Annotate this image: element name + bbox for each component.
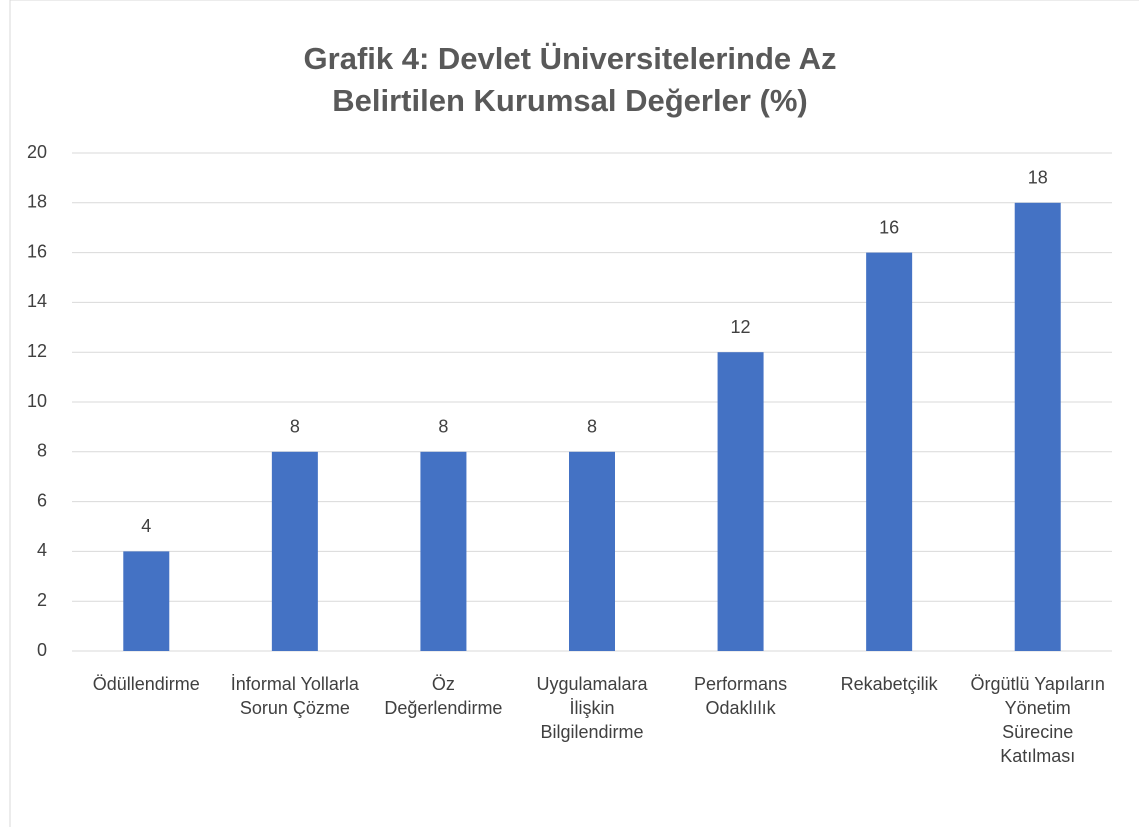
y-tick-label: 6 [37,490,47,510]
y-tick-label: 12 [27,341,47,361]
x-tick-label: İnformal Yollarla Sorun Çözme [230,674,359,718]
y-tick-label: 0 [37,640,47,660]
y-tick-label: 10 [27,391,47,411]
data-label: 8 [290,417,300,437]
x-tick-label: Rekabetçilik [840,674,938,694]
data-label: 8 [438,417,448,437]
data-label: 16 [879,217,899,237]
data-label: 4 [141,516,151,536]
y-tick-label: 4 [37,540,47,560]
bar [420,451,467,651]
y-tick-label: 14 [27,291,47,311]
bar [1014,202,1061,652]
data-label: 8 [587,417,597,437]
x-tick-label: Uygulamalara İlişkin Bilgilendirme [536,674,648,742]
x-tick-label: Performans Odaklılık [694,674,788,718]
x-tick-label: Örgütlü Yapıların Yönetim Sürecine Katıl… [970,674,1105,766]
bar [569,451,615,651]
data-label: 12 [731,317,751,337]
chart-title: Grafik 4: Devlet Üniversitelerinde Az Be… [303,41,837,118]
y-tick-label: 20 [27,142,47,162]
y-tick-label: 2 [37,590,47,610]
y-tick-label: 8 [37,441,47,461]
x-tick-label: Öz Değerlendirme [384,674,503,718]
y-tick-label: 18 [27,192,47,212]
data-label: 18 [1028,168,1048,188]
bar [271,451,318,651]
bar [866,252,913,651]
bar [717,352,764,651]
x-tick-label: Ödüllendirme [92,674,200,694]
chart-border [9,0,1139,827]
bar [123,551,170,651]
y-tick-label: 16 [27,241,47,261]
